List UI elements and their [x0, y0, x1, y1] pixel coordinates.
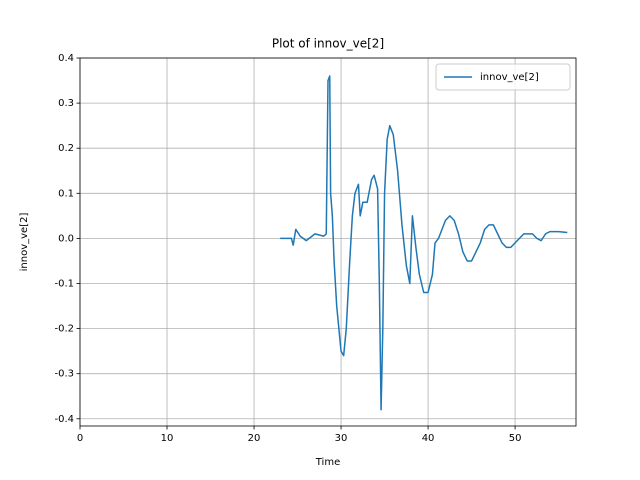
x-tick-label: 50	[509, 433, 522, 444]
y-tick-label: -0.2	[54, 324, 74, 335]
y-tick-label: -0.4	[54, 414, 74, 425]
x-tick-label: 40	[422, 433, 435, 444]
x-tick-label: 20	[248, 433, 261, 444]
y-tick-label: 0.4	[58, 53, 74, 64]
y-tick-label: -0.3	[54, 369, 74, 380]
x-tick-label: 30	[335, 433, 348, 444]
x-tick-label: 0	[77, 433, 83, 444]
y-tick-label: 0.3	[58, 98, 74, 109]
chart-title: Plot of innov_ve[2]	[272, 37, 384, 51]
y-tick-label: -0.1	[54, 278, 74, 289]
plot-frame	[79, 57, 577, 427]
y-tick-label: 0.2	[58, 143, 74, 154]
y-tick-label: 0.1	[58, 188, 74, 199]
y-tick-label: 0.0	[58, 233, 74, 244]
y-axis-label: innov_ve[2]	[19, 213, 30, 272]
legend-label: innov_ve[2]	[480, 72, 539, 83]
legend-box	[435, 63, 571, 91]
x-tick-label: 10	[161, 433, 174, 444]
x-axis-label: Time	[315, 457, 340, 468]
data-line	[280, 75, 568, 411]
